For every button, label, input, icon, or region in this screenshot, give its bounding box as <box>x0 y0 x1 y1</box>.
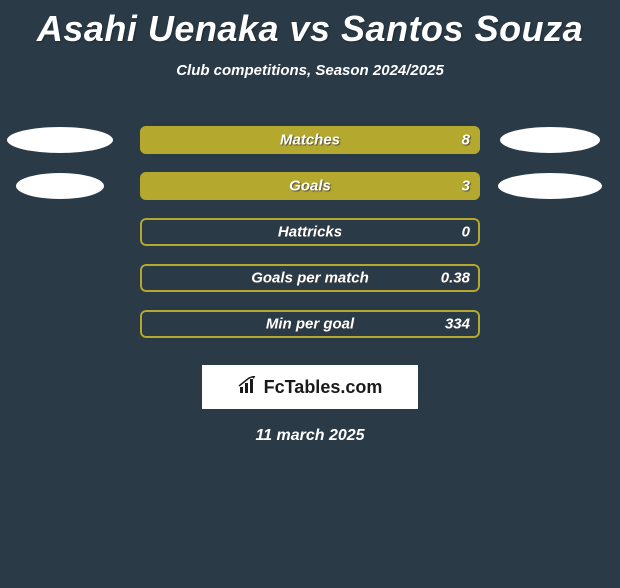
stat-row: Matches 8 <box>0 117 620 163</box>
stat-row: Min per goal 334 <box>0 301 620 347</box>
logo: FcTables.com <box>238 376 383 399</box>
comparison-chart: Matches 8 Goals 3 Hattricks 0 Goals per match 0… <box>0 117 620 347</box>
stat-row: Goals per match 0.38 <box>0 255 620 301</box>
logo-text: FcTables.com <box>264 377 383 398</box>
stat-bar: Matches 8 <box>140 126 480 154</box>
stat-label: Hattricks <box>278 224 342 241</box>
stat-bar: Goals per match 0.38 <box>140 264 480 292</box>
stat-value: 334 <box>445 316 470 333</box>
page-title: Asahi Uenaka vs Santos Souza <box>0 8 620 50</box>
stat-label: Goals <box>289 178 331 195</box>
stat-label: Matches <box>280 132 340 149</box>
date-label: 11 march 2025 <box>0 427 620 445</box>
stat-row: Hattricks 0 <box>0 209 620 255</box>
logo-box: FcTables.com <box>202 365 418 409</box>
stat-label: Goals per match <box>251 270 369 287</box>
chart-icon <box>238 376 260 399</box>
stat-label: Min per goal <box>266 316 354 333</box>
stat-value: 0 <box>462 224 470 241</box>
subtitle: Club competitions, Season 2024/2025 <box>0 62 620 79</box>
player-right-ellipse <box>498 173 602 199</box>
stat-row: Goals 3 <box>0 163 620 209</box>
player-left-ellipse <box>7 127 113 153</box>
stat-value: 0.38 <box>441 270 470 287</box>
stat-value: 3 <box>462 178 470 195</box>
player-right-ellipse <box>500 127 600 153</box>
stat-value: 8 <box>462 132 470 149</box>
stat-bar: Goals 3 <box>140 172 480 200</box>
stat-bar: Min per goal 334 <box>140 310 480 338</box>
stat-bar: Hattricks 0 <box>140 218 480 246</box>
player-left-ellipse <box>16 173 104 199</box>
